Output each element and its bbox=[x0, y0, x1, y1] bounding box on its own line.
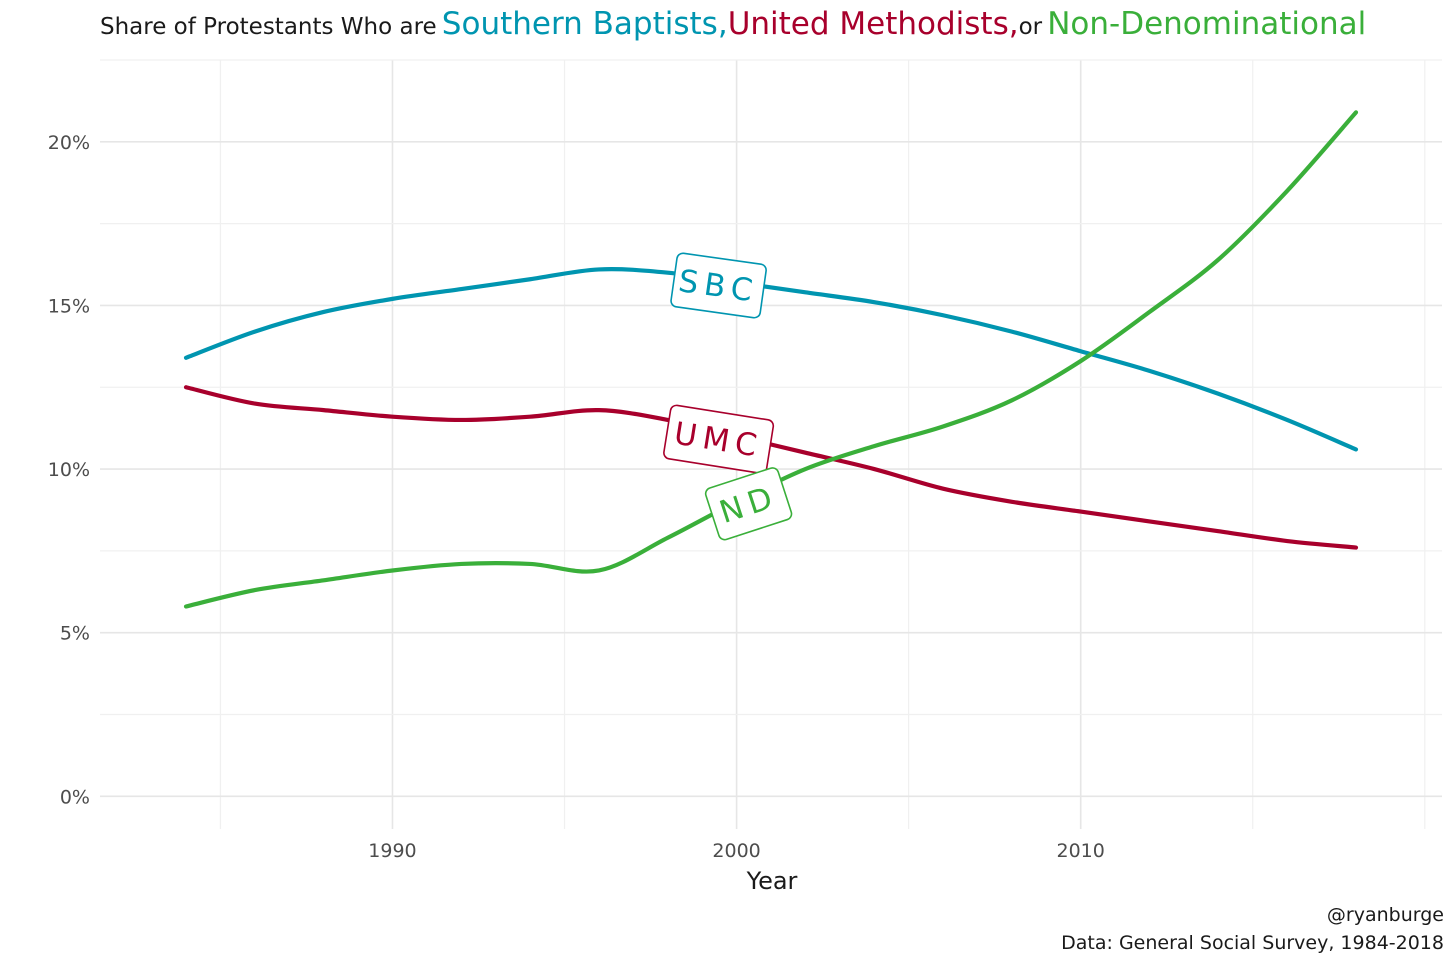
series-label-umc: UMC bbox=[663, 404, 775, 475]
title-nd: Non-Denominational bbox=[1047, 6, 1367, 42]
chart-title: Share of Protestants Who are Southern Ba… bbox=[100, 6, 1366, 42]
series-label-sbc: SBC bbox=[670, 252, 767, 319]
y-tick-label: 0% bbox=[60, 786, 90, 808]
caption-handle: @ryanburge bbox=[1326, 904, 1444, 926]
series-label-nd: ND bbox=[704, 467, 793, 541]
title-or: or bbox=[1018, 14, 1043, 40]
y-tick-label: 15% bbox=[48, 295, 90, 317]
series-label-box bbox=[663, 404, 775, 475]
series-label-box bbox=[670, 252, 767, 319]
x-tick-label: 2000 bbox=[712, 840, 760, 862]
title-umc: United Methodists, bbox=[727, 6, 1019, 42]
x-axis-title: Year bbox=[746, 867, 798, 895]
axis-ticks: 0% 5% 10% 15% 20% 1990 2000 2010 bbox=[48, 132, 1105, 862]
title-prefix: Share of Protestants Who are bbox=[100, 14, 437, 40]
x-tick-label: 1990 bbox=[368, 840, 416, 862]
series-label-box bbox=[704, 467, 793, 541]
x-tick-label: 2010 bbox=[1057, 840, 1105, 862]
series-line-sbc bbox=[183, 267, 1359, 452]
y-tick-label: 10% bbox=[48, 459, 90, 481]
y-tick-label: 5% bbox=[60, 623, 90, 645]
title-sbc: Southern Baptists, bbox=[441, 6, 728, 42]
series-line-nd bbox=[183, 110, 1359, 609]
series-lines bbox=[183, 110, 1359, 609]
caption-source: Data: General Social Survey, 1984-2018 bbox=[1061, 932, 1444, 954]
y-tick-label: 20% bbox=[48, 132, 90, 154]
